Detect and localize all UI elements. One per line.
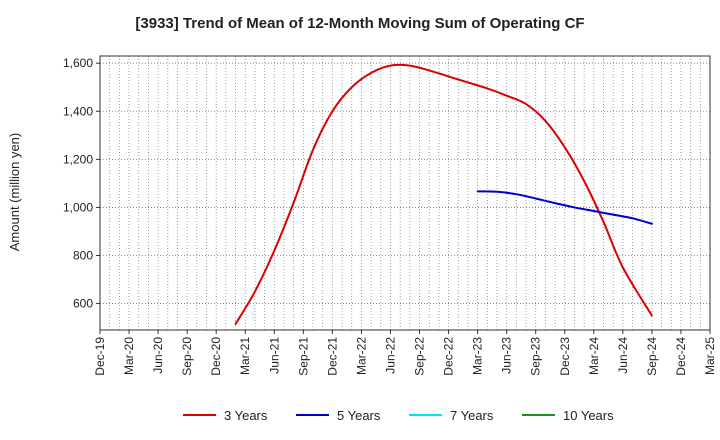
plot-area [99,55,711,331]
y-tick-label: 1,400 [63,104,93,118]
series-line-5-years [476,190,653,225]
x-tick-label: Dec-20 [209,337,223,376]
x-ticks: Dec-19 Mar-20 Jun-20 Sep-20 Dec-20 Mar-21 Jun-… [93,330,717,376]
legend-label-3-years: 3 Years [224,408,268,423]
legend-label-5-years: 5 Years [337,408,381,423]
x-tick-label: Mar-25 [703,337,717,375]
x-tick-label: Mar-21 [238,337,252,375]
x-tick-label: Sep-24 [645,337,659,376]
x-tick-label: Sep-23 [529,337,543,376]
x-tick-label: Dec-22 [442,337,456,376]
x-tick-label: Jun-22 [383,337,397,374]
x-tick-label: Jun-23 [500,337,514,374]
legend: 3 Years 5 Years 7 Years 10 Years [183,408,614,423]
x-tick-label: Dec-24 [674,337,688,376]
x-tick-label: Sep-21 [296,337,310,376]
y-ticks: 600 800 1,000 1,200 1,400 1,600 [63,56,100,311]
y-tick-label: 600 [73,297,93,311]
x-tick-label: Mar-20 [122,337,136,375]
legend-label-10-years: 10 Years [563,408,614,423]
legend-label-7-years: 7 Years [450,408,494,423]
x-tick-label: Dec-21 [325,337,339,376]
x-tick-label: Mar-23 [471,337,485,375]
y-tick-label: 800 [73,248,93,262]
y-tick-label: 1,000 [63,200,93,214]
chart-title: [3933] Trend of Mean of 12-Month Moving … [135,15,584,32]
y-tick-label: 1,200 [63,152,93,166]
x-tick-label: Mar-24 [587,337,601,375]
series-line-3-years [234,63,653,325]
x-tick-label: Mar-22 [354,337,368,375]
x-tick-label: Dec-23 [558,337,572,376]
series-layer [234,63,653,325]
x-tick-label: Sep-20 [180,337,194,376]
y-axis-label: Amount (million yen) [7,133,22,252]
x-tick-label: Jun-21 [267,337,281,374]
y-tick-label: 1,600 [63,56,93,70]
x-tick-label: Dec-19 [93,337,107,376]
x-tick-label: Jun-20 [151,337,165,374]
grid [100,56,710,330]
x-tick-label: Jun-24 [616,337,630,374]
x-tick-label: Sep-22 [413,337,427,376]
